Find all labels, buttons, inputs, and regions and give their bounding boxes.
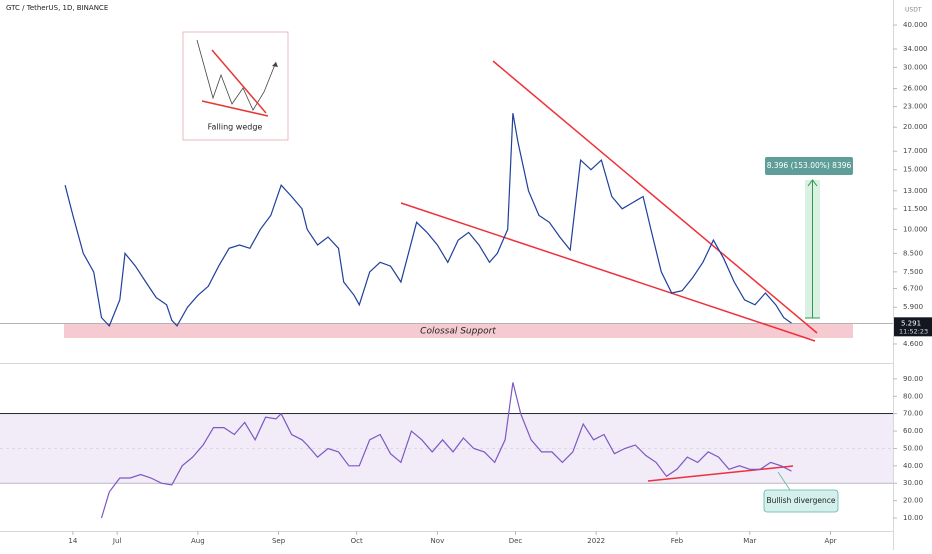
inset-lower-line [201, 100, 269, 117]
y-tick-label: 13.000 [903, 187, 928, 195]
inset-arrow [272, 62, 278, 67]
x-tick-label: Nov [431, 537, 445, 545]
inset-upper-line [211, 49, 267, 114]
y-tick-label: 10.00 [903, 514, 923, 522]
y-tick-label: 20.000 [903, 123, 928, 131]
x-tick-label: Jul [112, 537, 122, 545]
inset-frame [182, 31, 289, 141]
support-zone [64, 324, 853, 338]
y-tick-label: 7.500 [903, 268, 923, 276]
divergence-label: Bullish divergence [767, 496, 836, 505]
x-tick-label: Feb [671, 537, 684, 545]
y-tick-label: 17.000 [903, 147, 928, 155]
x-tick-label: Oct [351, 537, 363, 545]
y-tick-label: 23.000 [903, 103, 928, 111]
inset-label: Falling wedge [208, 123, 263, 132]
y-tick-label: 40.00 [903, 462, 923, 470]
x-tick-label: 2022 [587, 537, 605, 545]
x-tick-label: Apr [824, 537, 836, 545]
divergence-pointer [777, 471, 791, 491]
y-tick-label: 30.000 [903, 63, 928, 71]
data-line [100, 382, 792, 519]
current-price-label: 5.291 [901, 319, 921, 327]
y-tick-label: 20.00 [903, 497, 923, 505]
axis-unit: USDT [905, 7, 922, 14]
x-tick-label: Dec [509, 537, 523, 545]
y-tick-label: 8.500 [903, 249, 923, 257]
y-tick-label: 90.00 [903, 375, 923, 383]
y-tick-label: 60.00 [903, 427, 923, 435]
y-tick-label: 4.600 [903, 340, 923, 348]
measure-label-box [765, 157, 853, 175]
chart-title: GTC / TetherUS, 1D, BINANCE [6, 4, 108, 12]
y-tick-label: 34.000 [903, 45, 928, 53]
x-tick-label: Aug [191, 537, 205, 545]
measure-label: 8.396 (153.00%) 8396 [767, 161, 852, 170]
wedge-inset: Falling wedge [182, 31, 289, 141]
divergence-box [763, 489, 839, 513]
rsi-band [0, 414, 893, 484]
y-tick-label: 11.500 [903, 205, 928, 213]
current-price-box [894, 317, 932, 337]
y-tick-label: 30.00 [903, 479, 923, 487]
y-tick-label: 5.900 [903, 303, 923, 311]
countdown-label: 11:52:23 [899, 327, 928, 335]
y-tick-label: 50.00 [903, 444, 923, 452]
y-tick-label: 26.000 [903, 85, 928, 93]
y-tick-label: 6.700 [903, 284, 923, 292]
data-line [64, 113, 792, 327]
y-tick-label: 15.000 [903, 166, 928, 174]
wedge-upper-line [492, 60, 818, 334]
divergence-line [647, 465, 794, 482]
x-tick-label: 14 [68, 537, 77, 545]
y-tick-label: 80.00 [903, 392, 923, 400]
y-tick-label: 40.000 [903, 21, 928, 29]
wedge-lower-line [400, 202, 816, 342]
x-tick-label: Mar [743, 537, 756, 545]
y-tick-label: 10.000 [903, 225, 928, 233]
support-label: Colossal Support [420, 327, 496, 337]
y-tick-label: 70.00 [903, 410, 923, 418]
measure-arrowhead [807, 179, 818, 187]
x-tick-label: Sep [272, 537, 286, 545]
inset-sketch [196, 39, 277, 111]
